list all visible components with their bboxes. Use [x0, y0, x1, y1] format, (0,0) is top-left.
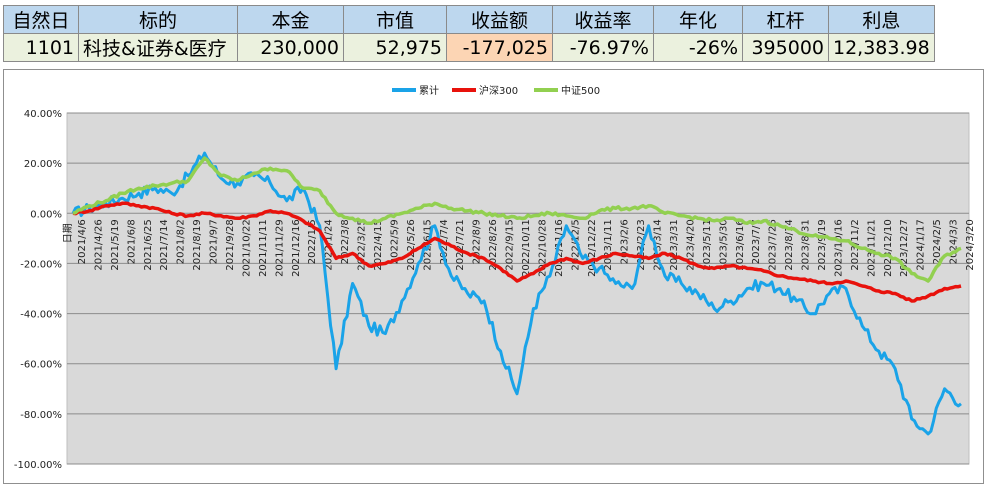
- x-tick-label: 2023/8/31: [801, 219, 812, 270]
- value-leverage: 395000: [742, 33, 829, 62]
- x-tick-label: 2021/12/16: [291, 219, 302, 277]
- y-tick-label: 20.00%: [24, 159, 62, 170]
- x-tick-label: 2023/7/7: [751, 219, 762, 264]
- x-tick-label: 2023/3/14: [653, 219, 664, 270]
- header-annualized: 年化: [653, 5, 743, 34]
- x-tick-label: 2023/6/16: [735, 219, 746, 270]
- x-tick-label: 2021/10/22: [241, 219, 252, 277]
- value-return-rate: -76.97%: [552, 33, 654, 62]
- value-principal: 230,000: [237, 33, 344, 62]
- x-tick-label: 2021/11/11: [258, 219, 269, 277]
- x-tick-label: 2023/10/16: [833, 219, 844, 277]
- summary-table: 自然日 标的 本金 市值 收益额 收益率 年化 杠杆 利息 1101 科技&证券…: [3, 5, 935, 62]
- value-profit-amount: -177,025: [446, 33, 553, 62]
- x-tick-label: 2023/3/31: [669, 219, 680, 270]
- header-principal: 本金: [237, 5, 344, 34]
- x-tick-label: 2021/8/19: [192, 219, 203, 270]
- header-market-value: 市值: [343, 5, 447, 34]
- value-annualized: -26%: [653, 33, 743, 62]
- x-tick-label: 2021/6/8: [126, 219, 137, 264]
- chart-frame: 40.00% 20.00% 0.00% -20.00% -40.00% -60.00% -8…: [3, 69, 984, 484]
- legend-label: 累计: [419, 84, 439, 97]
- x-tick-label: 2022/10/28: [537, 219, 548, 277]
- x-tick-label: 2022/1/5: [307, 219, 318, 264]
- x-tick-label: 2022/11/16: [554, 219, 565, 277]
- y-tick-label: -60.00%: [20, 360, 62, 371]
- summary-header-row: 自然日 标的 本金 市值 收益额 收益率 年化 杠杆 利息: [3, 5, 935, 34]
- x-tick-label: 2022/9/15: [505, 219, 516, 270]
- x-tick-label: 2021/9/7: [209, 219, 220, 264]
- x-tick-label: 2024/1/17: [916, 219, 927, 270]
- x-tick-label: 2023/9/19: [817, 219, 828, 270]
- x-tick-label: 2023/1/11: [603, 219, 614, 270]
- x-tick-label: 2021/5/19: [110, 219, 121, 270]
- x-tick-label: 2021/8/2: [176, 219, 187, 264]
- x-tick-label: 2024/3/20: [965, 219, 976, 270]
- x-tick-label: 2023/7/26: [768, 219, 779, 270]
- x-tick-label: 2021/9/28: [225, 219, 236, 270]
- header-underlying: 标的: [78, 5, 238, 34]
- x-tick-label: 2022/4/15: [373, 219, 384, 270]
- y-tick-label: 40.00%: [24, 109, 62, 120]
- series-line-3: [72, 156, 962, 283]
- value-market-value: 52,975: [343, 33, 447, 62]
- x-tick-label: 2022/3/25: [357, 219, 368, 270]
- x-tick-label: 2022/5/26: [406, 219, 417, 270]
- series-line-2: [72, 201, 962, 303]
- x-tick-label: 2023/4/20: [685, 219, 696, 270]
- y-tick-label: -40.00%: [20, 310, 62, 321]
- header-leverage: 杠杆: [742, 5, 829, 34]
- x-tick-label: 2022/3/8: [340, 219, 351, 264]
- legend-label: 中证500: [561, 84, 600, 97]
- header-profit-amount: 收益额: [446, 5, 553, 34]
- y-tick-label: 0.00%: [30, 209, 62, 220]
- x-tick-label: 2024/3/3: [949, 219, 960, 264]
- line-chart: 40.00% 20.00% 0.00% -20.00% -40.00% -60.00% -8…: [14, 84, 976, 471]
- value-calendar-days: 1101: [3, 33, 79, 62]
- header-calendar-days: 自然日: [3, 5, 79, 34]
- header-interest: 利息: [828, 5, 935, 34]
- y-tick-label: -80.00%: [20, 410, 62, 421]
- x-tick-label: 2022/7/21: [455, 219, 466, 270]
- x-tick-label: 2022/12/5: [570, 219, 581, 270]
- x-tick-label: 2023/12/27: [899, 219, 910, 277]
- x-tick-label: 2023/12/10: [883, 219, 894, 277]
- y-tick-label: -20.00%: [20, 259, 62, 270]
- x-tick-label: 2022/8/9: [472, 219, 483, 264]
- summary-value-row: 1101 科技&证券&医疗 230,000 52,975 -177,025 -7…: [3, 33, 935, 62]
- x-tick-label: 2021/4/6: [77, 219, 88, 264]
- x-tick-label: 2021/4/26: [93, 219, 104, 270]
- header-return-rate: 收益率: [552, 5, 654, 34]
- x-tick-label: 2023/8/14: [784, 219, 795, 270]
- x-tick-label: 2022/10/11: [521, 219, 532, 277]
- x-tick-label: 2024/2/5: [932, 219, 943, 264]
- x-tick-label: 2023/5/30: [718, 219, 729, 270]
- x-tick-label: 2022/5/9: [389, 219, 400, 264]
- x-axis-first-label: 日期: [62, 223, 74, 243]
- value-underlying: 科技&证券&医疗: [78, 33, 238, 62]
- value-interest: 12,383.98: [828, 33, 935, 62]
- x-tick-label: 2023/2/6: [620, 219, 631, 264]
- y-tick-label: -100.00%: [14, 460, 62, 471]
- x-tick-label: 2022/12/22: [587, 219, 598, 277]
- x-tick-label: 2023/5/11: [702, 219, 713, 270]
- x-tick-label: 2021/6/25: [143, 219, 154, 270]
- x-tick-label: 2021/11/29: [274, 219, 285, 277]
- x-tick-label: 2022/8/26: [488, 219, 499, 270]
- legend-label: 沪深300: [479, 84, 518, 97]
- series-line-1: [71, 151, 962, 436]
- x-tick-label: 2023/11/21: [866, 219, 877, 277]
- x-tick-label: 2021/7/14: [159, 219, 170, 270]
